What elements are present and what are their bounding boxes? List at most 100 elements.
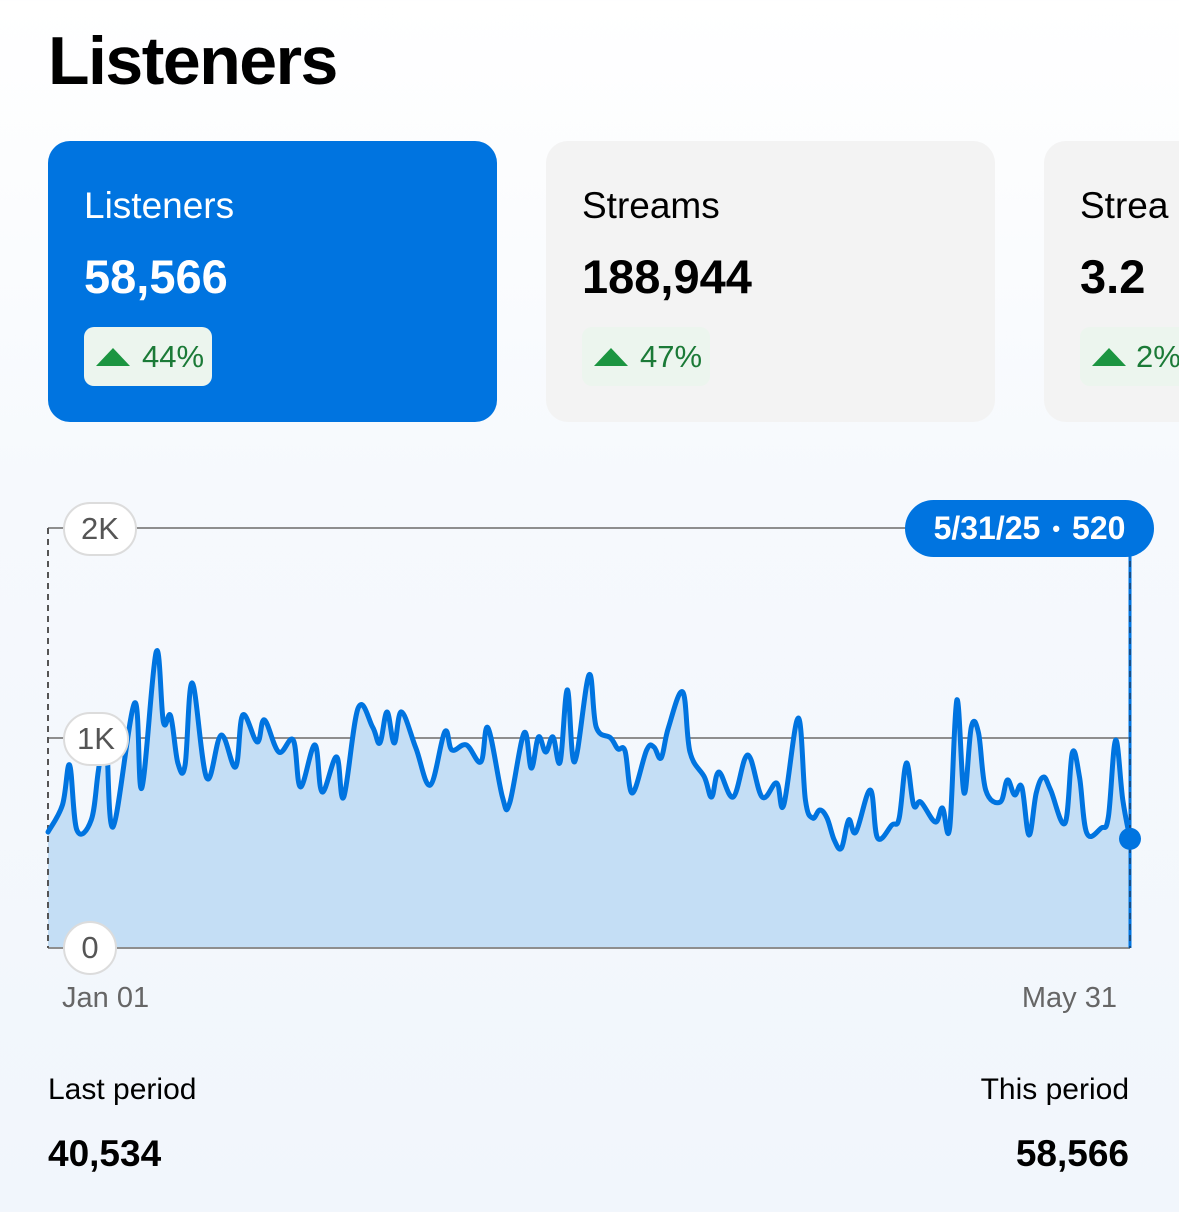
data-point[interactable] — [867, 787, 873, 793]
data-point[interactable] — [968, 724, 974, 730]
data-point[interactable] — [334, 754, 340, 760]
data-point[interactable] — [521, 730, 527, 736]
data-point[interactable] — [204, 775, 210, 781]
data-point[interactable] — [932, 819, 938, 825]
data-point[interactable] — [795, 715, 801, 721]
data-point[interactable] — [254, 739, 260, 745]
data-point[interactable] — [297, 784, 303, 790]
data-point[interactable] — [543, 749, 549, 755]
data-point[interactable] — [218, 732, 224, 738]
data-point[interactable] — [1033, 790, 1039, 796]
data-point[interactable] — [586, 672, 592, 678]
data-point[interactable] — [824, 815, 830, 821]
data-point[interactable] — [153, 649, 159, 655]
data-point[interactable] — [463, 742, 469, 748]
data-point[interactable] — [1084, 830, 1090, 836]
data-point[interactable] — [59, 802, 65, 808]
data-point[interactable] — [593, 724, 599, 730]
data-point[interactable] — [499, 794, 505, 800]
data-point[interactable] — [110, 824, 116, 830]
data-point[interactable] — [781, 802, 787, 808]
data-point[interactable] — [976, 730, 982, 736]
data-point[interactable] — [95, 767, 101, 773]
data-point[interactable] — [1069, 750, 1075, 756]
data-point[interactable] — [745, 752, 751, 758]
data-point[interactable] — [413, 745, 419, 751]
data-point[interactable] — [442, 729, 448, 735]
data-point[interactable] — [74, 827, 80, 833]
data-point[interactable] — [730, 794, 736, 800]
data-point[interactable] — [774, 780, 780, 786]
data-point[interactable] — [615, 746, 621, 752]
data-point[interactable] — [983, 787, 989, 793]
data-point[interactable] — [817, 807, 823, 813]
data-point[interactable] — [168, 713, 174, 719]
data-point[interactable] — [67, 762, 73, 768]
data-point[interactable] — [276, 749, 282, 755]
data-point[interactable] — [644, 747, 650, 753]
data-point[interactable] — [1026, 832, 1032, 838]
data-point[interactable] — [536, 734, 542, 740]
data-point[interactable] — [853, 829, 859, 835]
data-point[interactable] — [954, 697, 960, 703]
data-point[interactable] — [997, 799, 1003, 805]
data-point[interactable] — [709, 794, 715, 800]
data-point[interactable] — [182, 762, 188, 768]
data-point[interactable] — [810, 815, 816, 821]
data-point[interactable] — [312, 742, 318, 748]
data-point[interactable] — [1105, 814, 1111, 820]
data-point[interactable] — [485, 725, 491, 731]
data-point[interactable] — [557, 759, 563, 765]
data-point[interactable] — [846, 817, 852, 823]
data-point[interactable] — [1004, 777, 1010, 783]
data-point[interactable] — [665, 725, 671, 731]
data-point[interactable] — [716, 769, 722, 775]
data-point[interactable] — [1012, 792, 1018, 798]
data-point[interactable] — [1113, 737, 1119, 743]
data-point[interactable] — [572, 759, 578, 765]
data-point[interactable] — [1019, 784, 1025, 790]
data-point[interactable] — [651, 744, 657, 750]
data-point[interactable] — [398, 709, 404, 715]
data-point[interactable] — [1048, 787, 1054, 793]
data-point[interactable] — [449, 747, 455, 753]
data-point[interactable] — [903, 760, 909, 766]
data-point[interactable] — [139, 785, 145, 791]
data-point[interactable] — [759, 794, 765, 800]
data-point[interactable] — [875, 835, 881, 841]
data-point[interactable] — [658, 755, 664, 761]
metric-card-streams-per-listener[interactable]: Strea 3.2 2% — [1044, 141, 1179, 422]
data-point[interactable] — [160, 719, 166, 725]
data-point[interactable] — [427, 782, 433, 788]
data-point[interactable] — [478, 759, 484, 765]
data-point[interactable] — [939, 805, 945, 811]
data-point[interactable] — [629, 790, 635, 796]
data-point[interactable] — [1098, 825, 1104, 831]
data-point[interactable] — [1040, 774, 1046, 780]
data-point[interactable] — [370, 724, 376, 730]
data-point[interactable] — [175, 760, 181, 766]
data-point[interactable] — [261, 717, 267, 723]
data-point[interactable] — [1062, 820, 1068, 826]
metric-card-streams[interactable]: Streams 188,944 47% — [546, 141, 995, 422]
data-point[interactable] — [831, 837, 837, 843]
data-point[interactable] — [391, 740, 397, 746]
data-point[interactable] — [622, 748, 628, 754]
data-point[interactable] — [189, 680, 195, 686]
metric-card-listeners[interactable]: Listeners 58,566 44% — [48, 141, 497, 422]
data-point[interactable] — [687, 749, 693, 755]
data-point[interactable] — [290, 737, 296, 743]
data-point[interactable] — [384, 709, 390, 715]
data-point[interactable] — [355, 705, 361, 711]
data-point[interactable] — [507, 800, 513, 806]
data-point[interactable] — [802, 797, 808, 803]
data-point[interactable] — [564, 687, 570, 693]
data-point[interactable] — [233, 764, 239, 770]
data-point[interactable] — [341, 794, 347, 800]
data-point[interactable] — [377, 740, 383, 746]
data-point[interactable] — [1120, 797, 1126, 803]
data-point[interactable] — [961, 790, 967, 796]
data-point[interactable] — [528, 765, 534, 771]
data-point[interactable] — [680, 689, 686, 695]
